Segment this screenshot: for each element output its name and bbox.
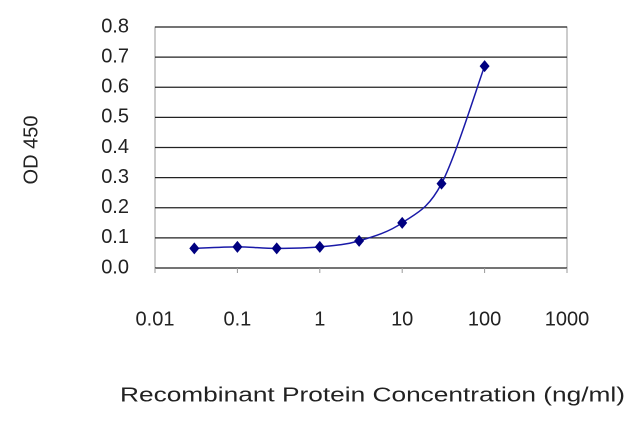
y-tick-label: 0.6: [101, 76, 129, 98]
data-point: [397, 216, 408, 229]
y-axis-label: OD 450: [20, 116, 42, 185]
y-tick-label: 0.2: [101, 196, 129, 218]
y-tick-label: 0.0: [101, 256, 129, 278]
series-line: [194, 65, 486, 250]
x-tick-label: 100: [468, 308, 501, 330]
data-point: [479, 60, 490, 73]
x-axis-label: Recombinant Protein Concentration (ng/ml…: [120, 384, 625, 406]
y-tick-label: 0.5: [101, 106, 129, 128]
data-point: [354, 234, 365, 247]
data-point: [436, 177, 447, 190]
y-tick-label: 0.1: [101, 226, 129, 248]
y-tick-label: 0.8: [101, 15, 129, 37]
x-tick-label: 1000: [545, 308, 590, 330]
x-tick-label: 0.1: [223, 308, 251, 330]
x-tick-label: 0.01: [136, 308, 175, 330]
data-point: [271, 242, 282, 255]
y-tick-label: 0.4: [101, 136, 129, 158]
data-point: [314, 240, 325, 253]
y-tick-label: 0.7: [101, 45, 129, 67]
x-tick-label: 10: [391, 308, 413, 330]
y-tick-label: 0.3: [101, 166, 129, 188]
x-tick-label: 1: [314, 308, 325, 330]
data-point: [232, 240, 243, 253]
data-point: [189, 242, 200, 255]
